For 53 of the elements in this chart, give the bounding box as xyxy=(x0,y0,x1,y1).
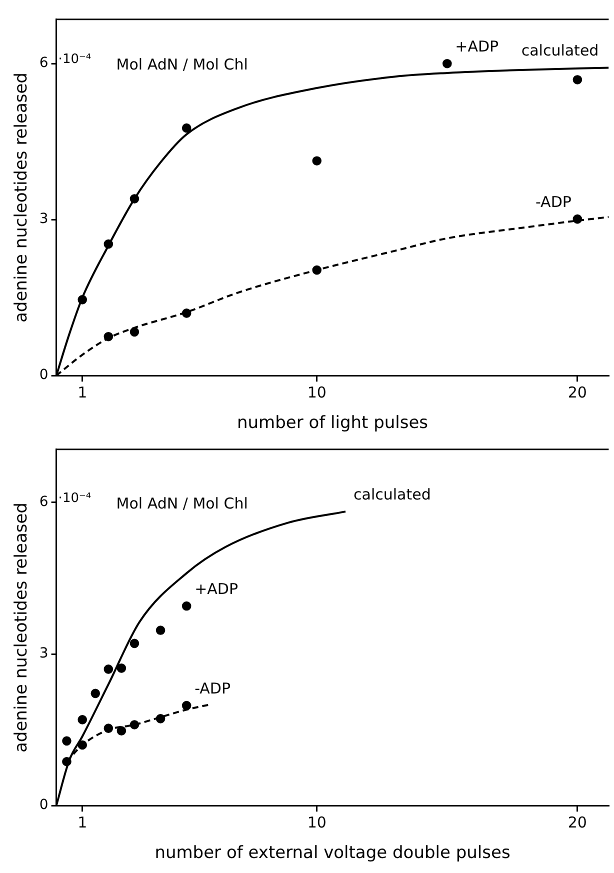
series-label: +ADP xyxy=(455,37,499,56)
point xyxy=(156,626,166,635)
point xyxy=(312,265,322,275)
point xyxy=(312,156,322,166)
y-tick-label: 0 xyxy=(39,797,48,814)
x-tick-label: 20 xyxy=(568,383,587,402)
point xyxy=(116,664,126,673)
y-tick-label: 0 xyxy=(39,367,48,384)
x-axis-title: number of external voltage double pulses xyxy=(154,843,510,864)
series-label: -ADP xyxy=(535,192,572,211)
y-tick-label: 6 xyxy=(39,494,48,510)
point xyxy=(182,123,192,133)
series-label: +ADP xyxy=(194,580,238,598)
point xyxy=(104,239,114,249)
annotation: Mol AdN / Mol Chl xyxy=(116,494,248,512)
point xyxy=(130,194,140,204)
point xyxy=(62,756,72,766)
point xyxy=(130,638,140,648)
annotation: ·10⁻⁴ xyxy=(58,490,92,506)
series-label: calculated xyxy=(521,42,599,60)
point xyxy=(182,601,192,611)
point xyxy=(116,726,126,736)
point xyxy=(442,58,452,68)
point xyxy=(78,295,88,304)
y-tick-label: 3 xyxy=(39,211,48,228)
point xyxy=(78,715,88,724)
point xyxy=(104,332,114,342)
point xyxy=(90,688,100,698)
x-tick-label: 10 xyxy=(307,383,326,402)
y-axis-title: adenine nucleotides released xyxy=(12,72,32,322)
annotation: ·10⁻⁴ xyxy=(58,52,92,67)
series-label: -ADP xyxy=(194,679,231,698)
x-tick-label: 1 xyxy=(78,383,88,402)
series-label: calculated xyxy=(354,485,431,504)
y-tick-label: 6 xyxy=(39,55,48,72)
point xyxy=(130,327,140,337)
y-axis-title: adenine nucleotides released xyxy=(12,502,32,752)
point xyxy=(130,720,140,730)
y-tick-label: 3 xyxy=(39,646,48,662)
x-tick-label: 20 xyxy=(568,813,587,832)
point xyxy=(182,308,192,318)
point xyxy=(572,214,582,224)
point xyxy=(572,75,582,84)
x-tick-label: 1 xyxy=(78,813,88,832)
annotation: Mol AdN / Mol Chl xyxy=(116,55,248,74)
point xyxy=(104,664,114,674)
point xyxy=(78,740,88,750)
point xyxy=(156,714,166,724)
point xyxy=(182,700,192,710)
point xyxy=(62,736,72,746)
point xyxy=(104,724,114,733)
x-tick-label: 10 xyxy=(307,813,326,832)
x-axis-title: number of light pulses xyxy=(236,413,428,434)
